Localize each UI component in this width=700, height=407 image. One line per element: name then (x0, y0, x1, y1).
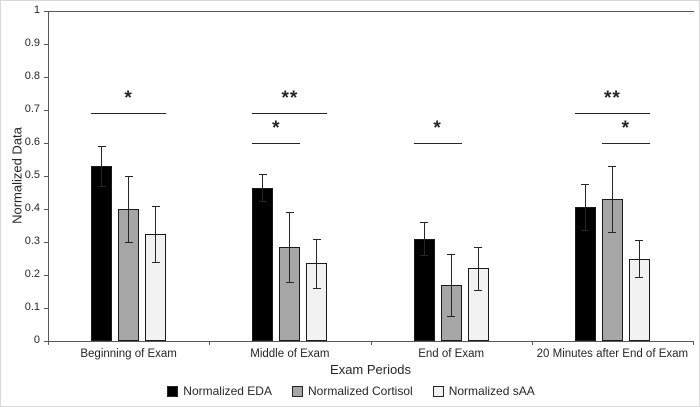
y-tick-label: 0.7 (24, 103, 40, 115)
error-bar (155, 205, 157, 262)
error-bar (477, 246, 479, 290)
error-bar-cap (124, 176, 133, 177)
y-tick-label: 0.8 (24, 70, 40, 82)
error-bar-cap (581, 230, 590, 232)
error-bar-cap (447, 253, 456, 255)
significance-label: ** (603, 88, 621, 110)
error-bar-cap (124, 242, 133, 243)
y-tick (44, 44, 48, 45)
error-bar (128, 176, 130, 242)
significance-label: * (433, 118, 442, 139)
error-bar (611, 166, 613, 233)
error-bar-cap (474, 289, 483, 291)
y-tick (44, 308, 48, 309)
error-bar-cap (285, 281, 294, 283)
y-tick-label: 1 (33, 4, 40, 16)
error-bar (316, 238, 318, 289)
x-category-label: Middle of Exam (250, 348, 330, 360)
y-tick-label: 0.5 (24, 169, 40, 181)
error-bar-cap (608, 232, 617, 234)
y-axis-line (48, 11, 49, 341)
y-tick (44, 143, 48, 144)
error-bar-cap (608, 166, 617, 168)
y-tick (44, 110, 48, 111)
y-tick-label: 0 (33, 334, 40, 346)
error-bar-cap (420, 255, 429, 257)
significance-line (601, 143, 650, 144)
error-bar-cap (258, 174, 267, 176)
x-tick (532, 341, 533, 345)
bar-normalized-eda (252, 187, 274, 341)
y-tick (44, 242, 48, 243)
y-tick-label: 0.4 (24, 202, 40, 214)
significance-line (252, 143, 301, 144)
legend-label: Normalized EDA (183, 384, 272, 398)
y-tick (44, 77, 48, 78)
error-bar-cap (635, 276, 644, 278)
y-tick (44, 275, 48, 276)
plot-top-border (48, 11, 694, 12)
y-tick-label: 0.9 (24, 37, 40, 49)
significance-line (91, 113, 167, 115)
y-tick-label: 0.2 (24, 268, 40, 280)
error-bar (450, 253, 452, 317)
error-bar (101, 146, 103, 186)
y-tick (44, 176, 48, 177)
error-bar-cap (447, 316, 456, 318)
significance-label: ** (281, 88, 299, 110)
y-tick (44, 341, 48, 342)
significance-label: * (621, 118, 631, 139)
error-bar-cap (312, 238, 321, 240)
legend-label: Normalized Cortisol (307, 384, 413, 398)
error-bar (289, 212, 291, 282)
y-tick-label: 0.1 (24, 301, 40, 313)
legend-swatch-icon (167, 385, 179, 397)
significance-line (574, 113, 650, 115)
error-bar-cap (312, 288, 321, 290)
significance-line (413, 143, 462, 144)
x-tick (48, 341, 49, 345)
legend-item: Normalized sAA (432, 384, 535, 398)
error-bar-cap (474, 246, 483, 248)
error-bar (262, 174, 264, 201)
error-bar-cap (581, 184, 590, 186)
bar-normalized-eda (91, 166, 113, 341)
x-category-label: Beginning of Exam (80, 348, 177, 360)
legend: Normalized EDA Normalized Cortisol Normali… (1, 384, 699, 398)
legend-item: Normalized EDA (167, 384, 272, 398)
x-tick (209, 341, 210, 345)
significance-label: * (272, 118, 281, 139)
x-category-label: End of Exam (418, 348, 485, 360)
x-tick (693, 341, 694, 345)
significance-label: * (124, 88, 133, 110)
error-bar-cap (285, 212, 294, 214)
x-tick (371, 341, 372, 345)
y-tick-label: 0.3 (24, 235, 40, 247)
error-bar-cap (420, 222, 429, 224)
legend-swatch-icon (291, 385, 303, 397)
error-bar-cap (97, 185, 106, 187)
y-tick-label: 0.6 (24, 136, 40, 148)
x-axis-title: Exam Periods (330, 362, 411, 377)
x-category-label: 20 Minutes after End of Exam (536, 348, 689, 360)
legend-label: Normalized sAA (448, 384, 535, 398)
legend-item: Normalized Cortisol (291, 384, 413, 398)
error-bar-cap (97, 146, 106, 148)
error-bar-cap (635, 240, 644, 242)
error-bar (638, 240, 640, 277)
y-tick (44, 209, 48, 210)
legend-swatch-icon (432, 385, 444, 397)
error-bar (423, 222, 425, 256)
error-bar-cap (258, 200, 267, 202)
y-tick (44, 11, 48, 12)
significance-line (252, 113, 328, 115)
error-bar (584, 184, 586, 231)
error-bar-cap (151, 205, 160, 207)
error-bar-cap (151, 261, 160, 263)
